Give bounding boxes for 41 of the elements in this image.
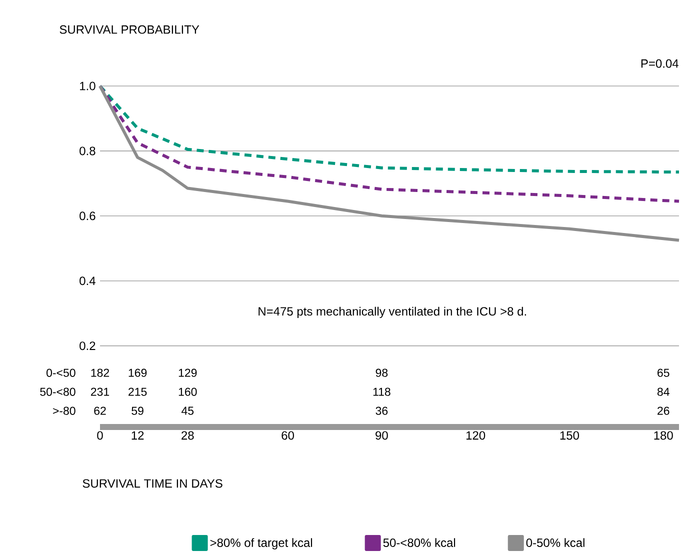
text: >-80 — [53, 406, 76, 415]
annotation: 62 — [94, 406, 106, 415]
annotation: 169 — [128, 368, 147, 377]
line-series — [98, 84, 681, 174]
x-tick-label: 90 — [376, 431, 388, 440]
legend-label: 0-50% kcal — [526, 538, 584, 548]
y-tick-label: 0.2 — [80, 342, 96, 350]
legend-label: 50-<80% kcal — [383, 538, 456, 548]
y-axis-title: SURVIVAL PROBABILITY — [60, 25, 200, 34]
x-tick-label: 120 — [466, 431, 486, 440]
annotation: 45 — [182, 406, 194, 415]
y-tick-label: 0.6 — [80, 212, 96, 220]
annotation: 215 — [128, 388, 147, 396]
annotation: 118 — [373, 388, 390, 396]
annotation: 84 — [657, 388, 670, 396]
annotation: 36 — [376, 406, 388, 415]
line-series — [98, 84, 681, 203]
annotation: 26 — [658, 406, 670, 415]
annotation: 231 — [90, 388, 110, 396]
x-tick-label: 0 — [97, 431, 103, 440]
x-tick-label: 150 — [560, 431, 579, 440]
line-series — [98, 84, 681, 242]
x-tick-label: 180 — [654, 431, 673, 440]
legend-label: >80% of target kcal — [210, 538, 312, 550]
annotation: N=475 pts mechanically ventilated in the ICU >8 d. — [258, 306, 526, 318]
text: 50-<80 — [40, 388, 76, 396]
annotation: 182 — [91, 368, 110, 377]
y-tick-label: 0.4 — [80, 276, 96, 286]
annotation: 59 — [132, 406, 144, 415]
text: P=0.04 — [641, 59, 678, 68]
annotation: 65 — [658, 368, 670, 377]
y-tick-label: 1.0 — [80, 82, 96, 90]
annotation: 98 — [376, 368, 388, 377]
text: 0-<50 — [46, 368, 76, 377]
y-tick-label: 0.8 — [80, 146, 96, 156]
x-tick-label: 12 — [132, 431, 144, 440]
annotation: 160 — [178, 388, 197, 396]
x-tick-label: 60 — [282, 431, 294, 440]
x-axis-title: SURVIVAL TIME IN DAYS — [82, 479, 222, 488]
x-tick-label: 28 — [182, 431, 194, 440]
annotation: 129 — [178, 368, 197, 377]
